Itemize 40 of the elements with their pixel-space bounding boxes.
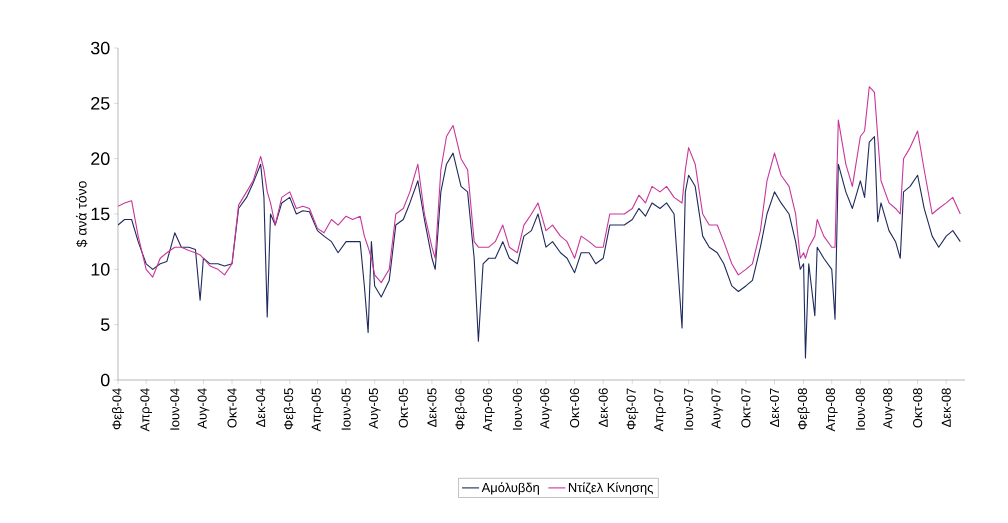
x-tick-label: Ιουν-08 — [855, 388, 865, 430]
x-tick-label: Ιουν-07 — [684, 388, 694, 430]
x-tick-label: Ιουν-05 — [341, 388, 351, 430]
y-tick-label: 25 — [91, 96, 110, 110]
x-tick-label: Οκτ-06 — [570, 388, 580, 428]
x-tick-label: Απρ-04 — [140, 388, 153, 432]
x-tick-label: Φεβ-06 — [454, 388, 468, 430]
y-tick-label: 5 — [100, 318, 110, 331]
x-tick-label: Αυγ-08 — [883, 388, 895, 429]
x-tick-label: Δεκ-04 — [256, 388, 266, 427]
x-tick-label: Φεβ-05 — [283, 388, 296, 430]
x-tick-label: Οκτ-08 — [913, 388, 923, 428]
x-tick-label: Απρ-07 — [654, 388, 666, 432]
x-tick-label: Δεκ-07 — [769, 388, 780, 427]
y-tick-label: 15 — [91, 207, 110, 221]
x-tick-label: Δεκ-05 — [427, 388, 437, 427]
y-tick-label: 20 — [91, 152, 110, 166]
x-tick-label: Ιουν-04 — [170, 388, 180, 430]
x-tick-label: Αυγ-07 — [711, 388, 724, 429]
y-axis-title: $ ανά τόνο — [75, 181, 88, 248]
x-tick-label: Φεβ-04 — [111, 388, 125, 430]
x-tick-label: Απρ-08 — [825, 388, 838, 432]
x-tick-label: Ιουν-06 — [512, 388, 522, 430]
x-tick-label: Αυγ-05 — [368, 388, 381, 429]
x-tick-label: Οκτ-07 — [741, 388, 751, 428]
legend-label: Αμόλυβδη — [481, 482, 539, 495]
x-tick-label: Οκτ-05 — [398, 388, 408, 428]
x-tick-label: Αυγ-04 — [197, 388, 210, 429]
x-tick-label: Απρ-06 — [482, 388, 495, 432]
y-tick-label: 30 — [90, 41, 110, 55]
y-tick-label: 0 — [100, 373, 110, 387]
legend-label: Ντίζελ Κίνησης — [568, 482, 653, 495]
x-tick-label: Αυγ-06 — [540, 388, 552, 429]
x-tick-label: Φεβ-08 — [797, 388, 810, 430]
y-tick-label: 10 — [91, 262, 110, 276]
x-tick-label: Οκτ-04 — [227, 388, 237, 428]
x-tick-label: Δεκ-06 — [598, 388, 608, 427]
x-tick-label: Δεκ-08 — [941, 388, 951, 427]
x-tick-label: Απρ-05 — [311, 388, 324, 432]
x-tick-label: Φεβ-07 — [626, 388, 639, 430]
